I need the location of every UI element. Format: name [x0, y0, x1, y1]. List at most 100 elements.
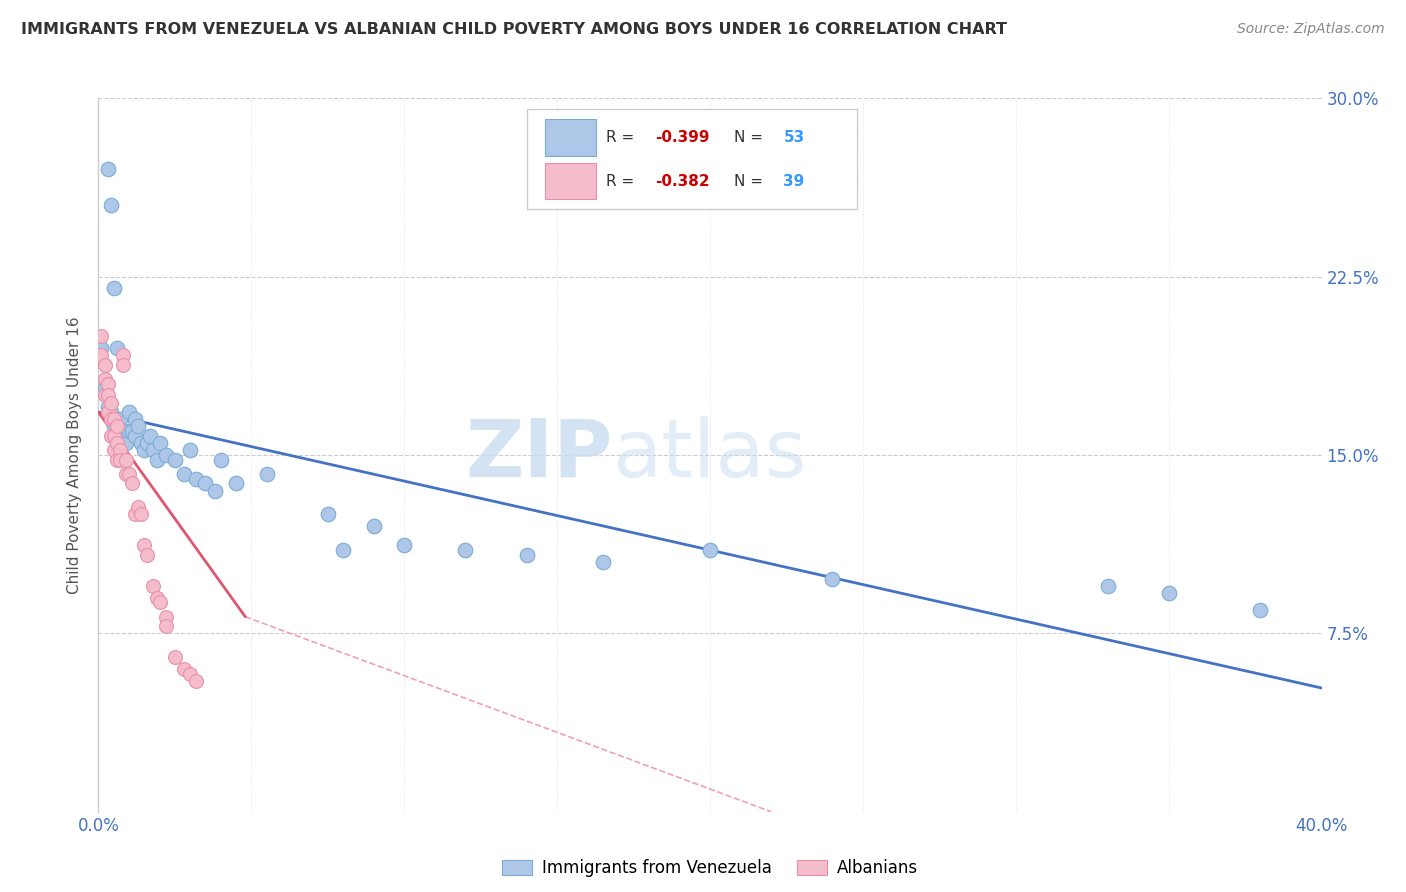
Y-axis label: Child Poverty Among Boys Under 16: Child Poverty Among Boys Under 16 — [67, 316, 83, 594]
Text: R =: R = — [606, 175, 640, 189]
Point — [256, 467, 278, 481]
Point — [97, 401, 120, 415]
Legend: Immigrants from Venezuela, Albanians: Immigrants from Venezuela, Albanians — [494, 851, 927, 886]
Point — [139, 429, 162, 443]
Point — [115, 436, 138, 450]
Point — [136, 548, 159, 562]
Point — [90, 329, 112, 343]
Point — [100, 412, 122, 426]
Point — [134, 538, 156, 552]
Point — [108, 452, 131, 467]
Point — [100, 198, 122, 212]
Text: -0.399: -0.399 — [655, 130, 710, 145]
Point — [93, 381, 115, 395]
Point — [97, 162, 120, 177]
FancyBboxPatch shape — [546, 163, 596, 199]
Point — [103, 429, 125, 443]
Point — [103, 419, 125, 434]
Point — [363, 519, 385, 533]
Point — [145, 591, 167, 605]
Point — [111, 348, 134, 362]
Point — [699, 543, 721, 558]
Point — [149, 595, 172, 609]
Point — [155, 448, 177, 462]
Point — [105, 436, 128, 450]
Point — [173, 662, 195, 676]
Point — [118, 405, 141, 419]
Point — [100, 395, 122, 409]
Point — [121, 424, 143, 438]
Point — [179, 443, 201, 458]
Point — [108, 412, 131, 426]
Point — [163, 452, 186, 467]
Point — [105, 419, 128, 434]
Point — [115, 467, 138, 481]
Point — [105, 341, 128, 355]
Point — [225, 476, 247, 491]
Point — [155, 619, 177, 633]
Point — [103, 443, 125, 458]
Point — [111, 358, 134, 372]
Point — [100, 429, 122, 443]
Point — [821, 572, 844, 586]
Text: N =: N = — [734, 130, 768, 145]
Point — [90, 348, 112, 362]
Point — [155, 609, 177, 624]
Point — [108, 429, 131, 443]
Point — [118, 424, 141, 438]
Point — [118, 467, 141, 481]
Point — [204, 483, 226, 498]
Point — [454, 543, 477, 558]
Point — [145, 452, 167, 467]
Point — [392, 538, 416, 552]
Point — [1157, 586, 1180, 600]
FancyBboxPatch shape — [546, 120, 596, 155]
Point — [103, 412, 125, 426]
Point — [100, 405, 122, 419]
Point — [592, 555, 614, 569]
Point — [115, 452, 138, 467]
Point — [1097, 579, 1119, 593]
Point — [93, 388, 115, 402]
Text: Source: ZipAtlas.com: Source: ZipAtlas.com — [1237, 22, 1385, 37]
Point — [179, 666, 201, 681]
Point — [129, 508, 152, 522]
Point — [209, 452, 232, 467]
Point — [316, 508, 339, 522]
Point — [186, 472, 208, 486]
Point — [124, 412, 146, 426]
Point — [134, 443, 156, 458]
Point — [173, 467, 195, 481]
Point — [97, 405, 120, 419]
Point — [163, 650, 186, 665]
Point — [142, 579, 165, 593]
Text: 53: 53 — [783, 130, 804, 145]
Text: -0.382: -0.382 — [655, 175, 710, 189]
Text: 39: 39 — [783, 175, 804, 189]
Point — [142, 443, 165, 458]
Point — [97, 376, 120, 391]
Point — [103, 281, 125, 295]
Point — [103, 412, 125, 426]
Point — [124, 508, 146, 522]
Point — [129, 436, 152, 450]
Point — [136, 436, 159, 450]
Point — [149, 436, 172, 450]
Point — [121, 476, 143, 491]
Point — [108, 443, 131, 458]
Point — [124, 429, 146, 443]
Point — [93, 372, 115, 386]
Point — [516, 548, 538, 562]
Text: ZIP: ZIP — [465, 416, 612, 494]
Point — [90, 341, 112, 355]
Point — [105, 429, 128, 443]
Point — [111, 424, 134, 438]
Point — [127, 500, 149, 515]
Point — [97, 388, 120, 402]
Point — [115, 429, 138, 443]
Point — [105, 452, 128, 467]
Text: atlas: atlas — [612, 416, 807, 494]
Point — [93, 358, 115, 372]
FancyBboxPatch shape — [526, 109, 856, 209]
Point — [1249, 602, 1271, 616]
